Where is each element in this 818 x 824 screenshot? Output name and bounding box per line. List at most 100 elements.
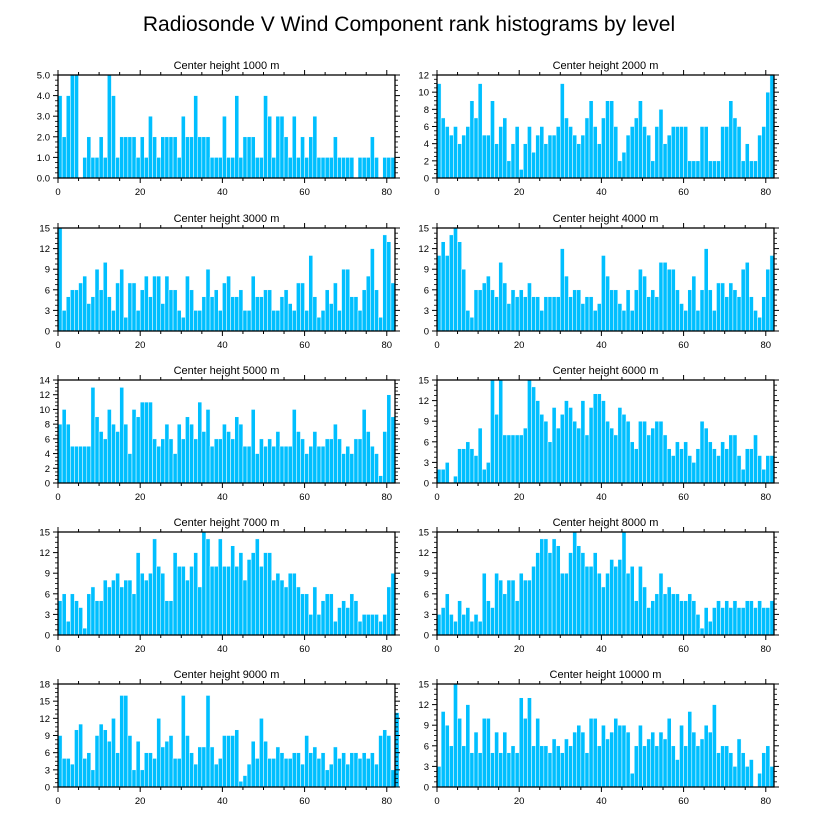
histogram-bar [650, 427, 656, 484]
histogram-bar [90, 296, 96, 332]
x-tick-label: 0 [55, 492, 60, 503]
histogram-bar [597, 303, 602, 332]
histogram-bar [625, 289, 631, 332]
histogram-bar [654, 126, 660, 179]
x-tick-label: 60 [678, 644, 689, 655]
x-tick-label: 80 [381, 340, 392, 351]
histogram-bar [440, 711, 446, 788]
histogram-bar [543, 143, 549, 179]
histogram-bar [724, 126, 730, 179]
histogram-bar [679, 600, 684, 636]
histogram-bar [361, 614, 367, 636]
histogram-bar [531, 296, 536, 332]
histogram-bar [185, 735, 190, 788]
histogram-bar [695, 448, 701, 484]
histogram-bar [304, 157, 309, 179]
histogram-bar [341, 752, 346, 788]
histogram-bar [127, 136, 133, 179]
histogram-bar [523, 143, 528, 179]
histogram-bar [250, 409, 256, 484]
histogram-bar [510, 745, 516, 788]
histogram-bar [345, 268, 351, 332]
histogram-bar [209, 746, 215, 788]
histogram-bar [699, 289, 705, 332]
histogram-bar [185, 136, 190, 179]
histogram-bar [580, 134, 586, 179]
histogram-bar [176, 310, 182, 332]
histogram-bar [386, 241, 392, 332]
histogram-bar [683, 126, 688, 179]
histogram-bar [263, 445, 268, 484]
histogram-bar [189, 289, 194, 332]
panel-title: Center height 10000 m [550, 669, 662, 681]
histogram-bar [349, 593, 355, 636]
histogram-bar [629, 126, 635, 179]
histogram-bar [510, 579, 516, 636]
histogram-bar [576, 545, 582, 636]
histogram-bar [312, 746, 318, 788]
histogram-bar [547, 752, 553, 788]
y-tick-label: 18 [39, 680, 50, 691]
y-tick-label: 1.0 [37, 153, 50, 164]
histogram-bar [218, 438, 223, 484]
histogram-bar [444, 126, 450, 179]
histogram-bar [61, 136, 67, 179]
histogram-bar [168, 289, 174, 332]
histogram-bar [638, 566, 643, 636]
histogram-bar [131, 593, 137, 636]
histogram-bar [341, 157, 346, 179]
histogram-bar [679, 448, 684, 484]
histogram-bar [312, 296, 318, 332]
histogram-bar [65, 758, 71, 788]
histogram-bar [757, 600, 762, 636]
figure-title: Radiosonde V Wind Component rank histogr… [143, 13, 675, 36]
histogram-bar [82, 758, 88, 788]
histogram-bar [230, 157, 235, 179]
histogram-bar [144, 752, 149, 788]
histogram-bar [675, 289, 680, 332]
y-tick-label: 9 [424, 569, 429, 580]
histogram-bar [568, 745, 573, 788]
x-tick-label: 80 [760, 644, 771, 655]
histogram-bar [453, 683, 458, 788]
histogram-bar [242, 775, 248, 788]
histogram-bar [666, 448, 672, 484]
histogram-bar [592, 393, 598, 484]
histogram-bar [152, 136, 157, 179]
histogram-bar [761, 296, 767, 332]
histogram-bar [576, 143, 582, 179]
histogram-bar [592, 552, 598, 636]
histogram-bar [749, 759, 754, 788]
histogram-bar [666, 268, 672, 332]
histogram-bar [238, 289, 244, 332]
histogram-bar [716, 282, 721, 332]
histogram-bar [74, 600, 79, 636]
histogram-bar [580, 303, 586, 332]
histogram-bar [357, 310, 363, 332]
histogram-bar [279, 445, 285, 484]
y-tick-label: 4 [424, 139, 429, 150]
histogram-bar [156, 445, 161, 484]
histogram-panel: Center height 6000 m 0 20 40 60 80 0 3 6 9 12 15 [418, 365, 779, 503]
histogram-bar [658, 262, 664, 332]
histogram-bar [469, 100, 475, 179]
histogram-bar [761, 469, 767, 484]
histogram-bar [156, 275, 161, 332]
histogram-bar [271, 157, 277, 179]
histogram-bar [242, 310, 248, 332]
histogram-bar [502, 282, 508, 332]
histogram-bar [82, 275, 88, 332]
histogram-bar [111, 95, 116, 179]
histogram-bar [572, 731, 577, 788]
histogram-bar [94, 735, 100, 788]
y-tick-label: 9 [45, 265, 50, 276]
x-tick-label: 0 [434, 644, 439, 655]
histogram-bar [740, 268, 746, 332]
histogram-bar [324, 157, 330, 179]
histogram-bar [695, 310, 701, 332]
histogram-bar [527, 282, 532, 332]
y-tick-label: 8 [424, 105, 429, 116]
histogram-bar [560, 83, 565, 179]
histogram-bar [139, 769, 145, 788]
histogram-bar [135, 740, 141, 788]
